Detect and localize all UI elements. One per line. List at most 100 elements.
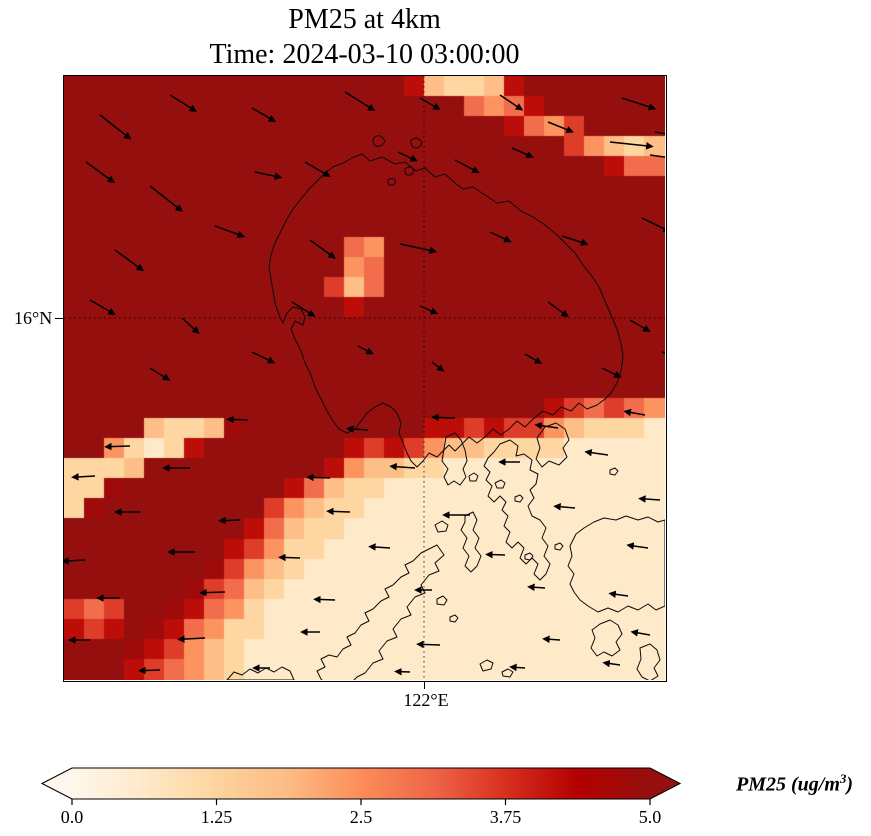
coastline-path: [387, 178, 397, 186]
coastline-path: [449, 614, 459, 623]
coastline-path: [410, 137, 422, 149]
colorbar-label-close: ): [846, 773, 854, 796]
wind-arrow: [251, 351, 276, 364]
coastline-path: [494, 479, 506, 489]
wind-arrow: [542, 635, 561, 644]
colorbar-tick-label: 3.75: [490, 807, 522, 827]
wind-arrow: [499, 94, 524, 111]
coastline-path: [268, 153, 624, 468]
wind-arrow: [431, 413, 456, 422]
wind-arrow: [389, 462, 416, 471]
wind-arrow: [547, 301, 569, 318]
colorbar-tick-label: 0.0: [61, 807, 84, 827]
plot-subtitle: Time: 2024-03-10 03:00:00: [209, 39, 520, 70]
wind-arrow: [99, 114, 132, 140]
wind-arrow: [218, 516, 241, 525]
wind-arrow: [547, 121, 574, 134]
colorbar-gradient-bar: [40, 767, 682, 800]
coastline-path: [436, 595, 448, 606]
wind-arrow: [169, 94, 197, 112]
wind-arrow: [64, 557, 86, 565]
coastline-path: [479, 659, 494, 672]
coastline-path: [524, 552, 534, 561]
wind-arrow: [181, 317, 200, 334]
wind-arrow: [534, 421, 559, 430]
coastline-path: [483, 439, 551, 581]
coastline-path: [434, 520, 449, 533]
wind-arrow: [626, 542, 649, 550]
wind-arrow: [602, 659, 621, 668]
wind-arrow: [584, 448, 609, 457]
y-axis-tickmark: [55, 317, 63, 319]
coastline-path: [372, 135, 385, 147]
coastline-path: [636, 643, 661, 680]
wind-arrow: [527, 583, 546, 592]
wind-arrow: [278, 553, 301, 562]
colorbar-label-sup: 3: [839, 771, 847, 786]
wind-arrow: [511, 147, 534, 159]
wind-arrow: [177, 635, 206, 643]
colorbar-label-text: PM25 (ug/m: [736, 773, 840, 796]
wind-arrow: [419, 97, 441, 110]
wind-arrow: [485, 550, 506, 559]
wind-arrow: [85, 161, 116, 184]
wind-arrow: [368, 543, 391, 551]
wind-arrow: [509, 663, 526, 672]
wind-arrow: [553, 503, 576, 511]
colorbar-tick-label: 5.0: [639, 807, 662, 827]
coastline-path: [535, 422, 570, 468]
coastline-path: [404, 166, 415, 176]
wind-arrow: [419, 305, 439, 315]
colorbar: 0.0 1.25 2.5 3.75 5.0: [40, 767, 682, 827]
wind-arrow: [399, 243, 438, 254]
wind-arrow: [454, 159, 480, 174]
wind-arrow: [630, 629, 651, 637]
coastline-path: [441, 432, 468, 486]
wind-arrow: [304, 161, 331, 177]
coastline-path: [460, 511, 482, 573]
wind-arrow: [649, 154, 665, 158]
coastline-path: [316, 544, 445, 680]
colorbar-tick-label: 2.5: [350, 807, 373, 827]
wind-arrow: [561, 235, 589, 246]
wind-arrow: [621, 97, 657, 111]
wind-arrow: [214, 225, 245, 238]
wind-arrow: [346, 425, 369, 433]
coastline-path: [501, 668, 514, 678]
wind-arrow: [397, 151, 418, 162]
coastline-path: [609, 467, 619, 476]
wind-arrow: [251, 107, 277, 122]
wind-arrow: [104, 442, 131, 451]
wind-arrow: [71, 473, 96, 481]
coastline-path: [468, 472, 479, 482]
wind-arrow: [344, 91, 376, 111]
map-overlay: [64, 76, 665, 680]
y-tick-label: 16°N: [14, 308, 53, 328]
wind-arrow: [638, 495, 661, 503]
wind-arrow: [149, 185, 183, 212]
coastline-path: [514, 494, 524, 503]
wind-arrow: [641, 217, 665, 233]
coastline-path: [567, 515, 665, 613]
coastline-path: [226, 666, 295, 680]
coastline-path: [590, 619, 623, 657]
wind-arrow: [199, 588, 226, 597]
wind-arrow: [431, 361, 445, 372]
wind-arrow: [623, 408, 646, 417]
wind-arrow: [306, 473, 331, 482]
wind-arrow: [661, 351, 665, 354]
coastline-path: [554, 542, 564, 551]
wind-arrow: [654, 131, 665, 135]
wind-arrow: [608, 590, 629, 598]
wind-arrow: [357, 345, 374, 355]
wind-arrow: [489, 231, 512, 243]
wind-arrow: [309, 239, 336, 259]
wind-arrow: [138, 666, 161, 675]
wind-arrow: [524, 353, 543, 364]
wind-arrow: [149, 367, 171, 381]
wind-arrow: [629, 319, 651, 332]
map-panel: [63, 75, 667, 682]
wind-arrow: [416, 640, 441, 649]
wind-arrow: [601, 367, 622, 378]
